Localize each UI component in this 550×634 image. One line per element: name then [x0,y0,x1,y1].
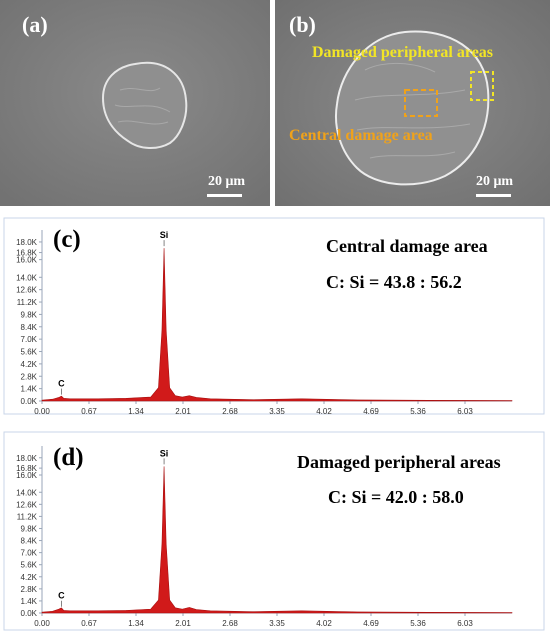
ratio-text-c: C: Si = 43.8 : 56.2 [326,272,462,292]
x-tick-label: 5.36 [410,407,426,416]
y-tick-label: 7.0K [21,335,38,344]
x-tick-label: 4.69 [363,407,379,416]
y-tick-label: 12.6K [16,500,38,509]
x-tick-label: 3.35 [269,619,285,628]
sem-image-b-graphic [275,0,550,206]
scale-bar-a [207,194,242,197]
y-tick-label: 4.2K [21,360,38,369]
y-tick-label: 9.8K [21,524,38,533]
y-tick-label: 12.6K [16,286,38,295]
chart-title-d: Damaged peripheral areas [297,452,501,472]
y-tick-label: 9.8K [21,310,38,319]
eds-spectrum-c: 0.0K 1.4K 2.8K 4.2K 5.6K 7.0K 8.4K 9.8K 11.2K 12.… [3,217,545,416]
spectrum-series [41,466,513,614]
x-tick-label: 0.67 [81,407,97,416]
eds-chart-d: 0.0K 1.4K 2.8K 4.2K 5.6K 7.0K 8.4K 9.8K 11.2K 12.… [0,430,550,634]
sem-image-a: (a) 20 μm [0,0,270,206]
y-tick-label: 1.4K [21,597,38,606]
chart-frame [3,217,545,415]
chart-frame [3,431,545,631]
scale-bar-b [476,194,511,197]
sem-image-b: (b) Damaged peripheral areas Central dam… [275,0,550,206]
central-region-box [404,89,438,117]
y-tick-label: 14.0K [16,488,38,497]
y-tick-label: 8.4K [21,537,38,546]
y-tick-label: 16.0K [16,471,38,480]
x-tick-label: 2.68 [222,407,238,416]
x-tick-label: 5.36 [410,619,426,628]
x-tick-label: 1.34 [128,619,144,628]
eds-spectrum-d: 0.0K 1.4K 2.8K 4.2K 5.6K 7.0K 8.4K 9.8K 11.2K 12.… [3,431,545,631]
x-tick-label: 2.01 [175,619,191,628]
y-tick-label: 0.0K [21,609,38,618]
y-tick-label: 2.8K [21,585,38,594]
peak-label: C [58,591,65,601]
x-tick-label: 4.02 [316,407,332,416]
scale-bar-text-b: 20 μm [476,174,514,189]
peak-label: Si [160,448,169,458]
panel-label-a: (a) [22,12,48,37]
y-tick-label: 11.2K [17,298,38,307]
eds-chart-c: 0.0K 1.4K 2.8K 4.2K 5.6K 7.0K 8.4K 9.8K 11.2K 12.… [0,216,550,416]
x-tick-label: 1.34 [128,407,144,416]
x-tick-label: 6.03 [457,619,473,628]
y-tick-label: 1.4K [21,385,38,394]
annotation-central: Central damage area [289,127,433,144]
x-tick-label: 2.68 [222,619,238,628]
chart-label-c: (c) [53,226,81,253]
x-tick-label: 4.69 [363,619,379,628]
panel-label-b: (b) [289,12,316,37]
x-tick-label: 3.35 [269,407,285,416]
annotation-peripheral: Damaged peripheral areas [312,44,494,61]
y-tick-label: 16.0K [16,256,38,265]
x-tick-label: 4.02 [316,619,332,628]
peak-label: C [58,379,65,389]
y-tick-label: 7.0K [21,549,38,558]
peripheral-region-box [470,71,494,101]
chart-label-d: (d) [53,444,84,471]
y-tick-label: 11.2K [17,512,38,521]
y-tick-label: 4.2K [21,573,38,582]
chart-title-c: Central damage area [326,236,488,256]
x-tick-label: 0.67 [81,619,97,628]
x-tick-label: 0.00 [34,407,50,416]
y-tick-label: 18.0K [16,454,38,463]
x-tick-label: 6.03 [457,407,473,416]
y-tick-label: 14.0K [16,273,38,282]
y-tick-label: 5.6K [21,561,38,570]
y-tick-label: 0.0K [21,397,38,406]
ratio-text-d: C: Si = 42.0 : 58.0 [328,487,464,507]
y-tick-label: 18.0K [16,238,38,247]
peak-label: Si [160,230,169,240]
spectrum-series [41,248,513,402]
y-tick-label: 5.6K [21,348,38,357]
y-tick-label: 2.8K [21,372,38,381]
y-tick-label: 16.8K [16,249,38,258]
x-tick-label: 0.00 [34,619,50,628]
scale-bar-text-a: 20 μm [208,174,246,189]
y-tick-label: 8.4K [21,323,38,332]
y-tick-label: 16.8K [16,464,38,473]
x-tick-label: 2.01 [175,407,191,416]
sem-image-a-graphic [0,0,270,206]
